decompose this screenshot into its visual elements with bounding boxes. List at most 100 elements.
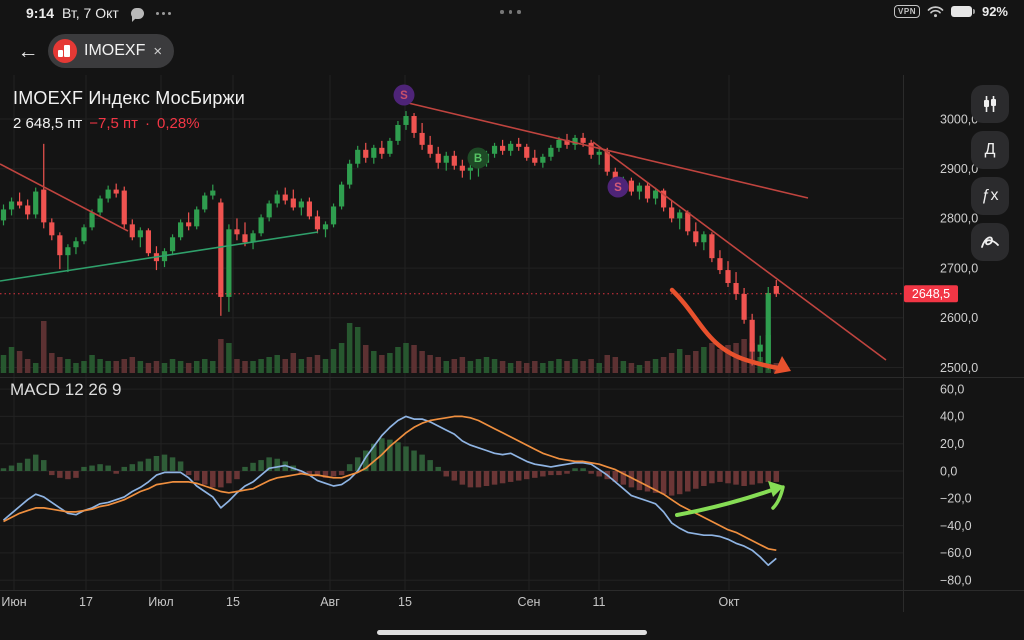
macd-hist-bar <box>137 461 144 471</box>
volume-bar <box>137 361 144 373</box>
red-down-arrow-head <box>774 356 791 374</box>
candle-body <box>57 235 63 256</box>
candle-body <box>202 195 208 210</box>
wifi-icon <box>927 6 944 18</box>
home-indicator[interactable] <box>377 630 647 635</box>
volume-bar <box>411 345 417 373</box>
macd-hist-bar <box>644 471 651 492</box>
macd-hist-bar <box>733 471 739 485</box>
macd-hist-bar <box>387 439 393 471</box>
candle-body <box>322 224 329 230</box>
last-price-tag-label: 2648,5 <box>912 287 950 301</box>
draw-button[interactable] <box>971 223 1009 261</box>
macd-hist-bar <box>32 454 39 471</box>
candle-body <box>121 190 127 225</box>
candle-body <box>218 202 224 297</box>
chip-close-icon[interactable]: × <box>153 42 163 60</box>
macd-hist-bar <box>524 471 530 480</box>
candle-body <box>169 237 176 252</box>
macd-tick-label: −40,0 <box>940 519 972 533</box>
volume-bar <box>491 359 498 373</box>
macd-hist-bar <box>218 471 224 488</box>
candle-body <box>314 216 321 230</box>
change-separator: · <box>145 115 150 132</box>
volume-bar <box>532 361 538 373</box>
candle-body <box>17 201 23 206</box>
macd-hist-bar <box>693 471 699 489</box>
macd-hist-bar <box>427 460 433 471</box>
volume-bar <box>330 349 337 373</box>
signal-markers-layer: S B S <box>393 84 629 198</box>
volume-bar <box>540 363 546 373</box>
macd-hist-bar <box>97 464 103 471</box>
macd-hist-bar <box>306 471 313 476</box>
macd-tick-label: −60,0 <box>940 546 972 560</box>
candle-body <box>644 185 651 199</box>
green-up-arrow-tail <box>771 485 785 510</box>
macd-hist-bar <box>572 468 578 471</box>
volume-bar <box>475 359 482 373</box>
candle-body <box>572 137 578 145</box>
volume-bar <box>0 355 7 373</box>
macd-hist-bar <box>395 442 401 471</box>
indicators-button[interactable]: ƒx <box>971 177 1009 215</box>
last-price-tag <box>904 285 958 303</box>
marker-letter: S <box>614 182 622 194</box>
price-tick-label: 2700,0 <box>940 261 978 275</box>
instrument-logo-icon <box>53 39 77 63</box>
candle-body <box>669 207 675 219</box>
volume-bar <box>346 323 353 373</box>
ticker-chip[interactable]: IMOEXF × <box>48 34 175 68</box>
chart-type-button[interactable] <box>971 85 1009 123</box>
candle-body <box>516 143 522 147</box>
signal-line <box>3 415 777 552</box>
macd-hist-bar <box>121 466 127 471</box>
candle-body <box>411 116 417 133</box>
candle-body <box>274 194 280 204</box>
back-button[interactable]: ← <box>17 40 39 63</box>
macd-hist-bar <box>419 454 425 471</box>
volume-bar <box>524 363 530 373</box>
candle-body <box>379 147 385 154</box>
trend-line-red <box>0 163 129 232</box>
candles-layer <box>0 111 779 370</box>
volume-bar <box>387 353 393 373</box>
candle-body <box>435 153 441 163</box>
time-tick-label: Окт <box>718 595 739 609</box>
marker-letter: S <box>400 90 408 102</box>
volume-bar <box>548 361 554 373</box>
volume-bar <box>161 363 168 373</box>
macd-hist-bar <box>725 471 731 484</box>
candle-body <box>524 146 530 158</box>
candle-body <box>33 191 39 215</box>
volume-bar <box>668 353 675 373</box>
volume-bar <box>685 355 691 373</box>
macd-hist-bar <box>250 462 256 471</box>
macd-hist-bar <box>757 471 763 484</box>
macd-line <box>2 415 777 567</box>
volume-bar <box>145 363 152 373</box>
marker-b-circle <box>467 147 489 169</box>
time-tick-label: 17 <box>79 595 93 609</box>
macd-hist-bar <box>451 471 458 481</box>
macd-hist-bar <box>773 471 780 482</box>
macd-hist-bar <box>169 457 176 471</box>
candle-body <box>685 212 691 232</box>
interval-button[interactable]: Д <box>971 131 1009 169</box>
candle-body <box>137 230 143 238</box>
candle-body <box>403 116 409 125</box>
camera-dots-icon <box>500 10 521 14</box>
candle-body <box>749 319 755 352</box>
volume-bar <box>202 359 208 373</box>
volume-bar <box>580 361 586 373</box>
volume-bar <box>443 361 449 373</box>
volume-bar <box>725 345 731 373</box>
macd-hist-bar <box>483 471 490 487</box>
candle-body <box>765 292 771 364</box>
volume-bar <box>693 351 699 373</box>
candle-body <box>693 231 699 243</box>
volume-bar <box>620 361 627 373</box>
volume-bar <box>660 357 667 373</box>
